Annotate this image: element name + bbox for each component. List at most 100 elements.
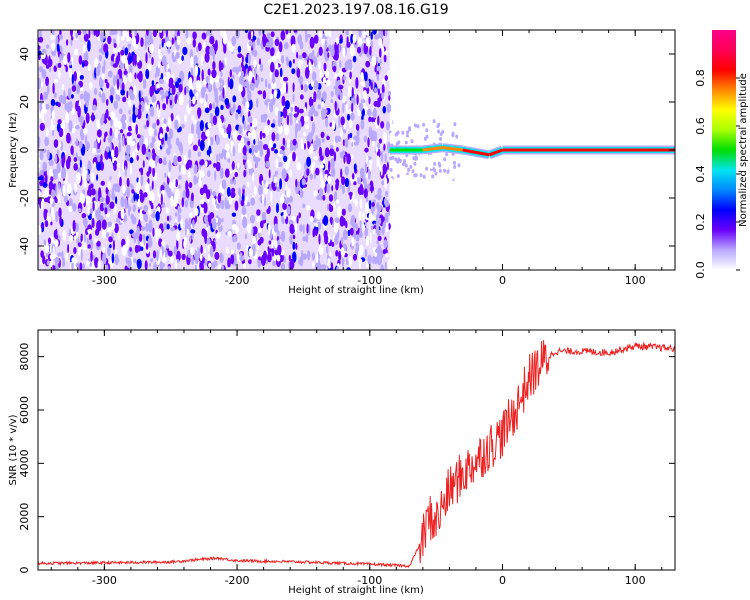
noise-cell [242, 216, 248, 229]
noise-cell [163, 156, 167, 165]
noise-cell [84, 233, 86, 243]
noise-cell [39, 122, 45, 131]
noise-cell [374, 194, 379, 199]
noise-cell [94, 57, 99, 69]
noise-cell [385, 253, 389, 258]
noise-cell [54, 154, 58, 164]
noise-cell [48, 237, 51, 245]
noise-cell [67, 52, 71, 63]
noise-cell [245, 233, 247, 240]
noise-cell [104, 132, 107, 140]
noise-cell [182, 46, 188, 56]
noise-cell [295, 123, 299, 133]
noise-cell [229, 69, 232, 78]
noise-cell [281, 168, 287, 180]
noise-cell [238, 84, 243, 93]
transition-cell [433, 161, 437, 166]
noise-cell [319, 164, 325, 169]
noise-cell [90, 188, 96, 196]
noise-cell [73, 48, 79, 56]
noise-cell [304, 106, 307, 113]
noise-cell [346, 36, 349, 46]
noise-cell [300, 84, 304, 91]
transition-cell [411, 161, 415, 166]
noise-cell [53, 92, 57, 98]
noise-cell [138, 90, 141, 103]
noise-cell [210, 153, 213, 158]
noise-cell [220, 199, 225, 210]
noise-cell [380, 121, 385, 129]
noise-cell [159, 133, 163, 140]
noise-cell [359, 183, 364, 193]
noise-cell [155, 155, 158, 167]
noise-cell [341, 208, 346, 216]
noise-cell [371, 202, 375, 207]
transition-cell [453, 160, 456, 165]
noise-cell [333, 151, 337, 162]
noise-cell [336, 206, 342, 217]
noise-cell [150, 258, 154, 263]
noise-cell [159, 78, 165, 85]
noise-cell [167, 265, 171, 270]
noise-cell [81, 213, 87, 219]
noise-cell [41, 244, 45, 249]
noise-cell [283, 155, 288, 163]
transition-cell [389, 177, 393, 182]
noise-cell [355, 77, 359, 89]
noise-cell [178, 164, 182, 172]
noise-cell [375, 213, 379, 225]
noise-cell [133, 191, 136, 202]
noise-cell [258, 184, 263, 196]
noise-cell [328, 160, 331, 172]
noise-cell [38, 36, 44, 43]
noise-cell [163, 118, 167, 125]
noise-cell [92, 147, 97, 154]
noise-cell [140, 37, 144, 48]
noise-cell [191, 233, 194, 240]
noise-cell [83, 50, 89, 63]
transition-cell [418, 120, 422, 124]
noise-cell [168, 77, 174, 86]
y-tick-label: 8000 [18, 343, 31, 371]
noise-cell [351, 102, 354, 113]
noise-cell [197, 108, 201, 119]
transition-cell [404, 169, 408, 174]
noise-cell [199, 98, 204, 104]
noise-cell [323, 215, 329, 226]
noise-cell [208, 262, 212, 268]
noise-cell [247, 53, 251, 65]
transition-cell [453, 164, 457, 169]
noise-cell [56, 162, 61, 174]
noise-cell [273, 143, 277, 149]
transition-cell [416, 124, 420, 129]
noise-cell [45, 127, 49, 137]
noise-cell [274, 240, 278, 249]
transition-cell [448, 166, 452, 171]
noise-cell [110, 86, 115, 97]
noise-cell [265, 181, 269, 188]
noise-cell [166, 95, 169, 105]
noise-cell [382, 131, 388, 144]
noise-cell [193, 164, 198, 175]
noise-cell [121, 55, 127, 64]
noise-cell [376, 66, 382, 72]
noise-cell [366, 108, 372, 116]
noise-cell [305, 235, 309, 243]
transition-cell [450, 118, 454, 122]
noise-cell [306, 223, 309, 234]
noise-cell [377, 115, 380, 126]
noise-cell [234, 171, 238, 178]
noise-cell [319, 155, 324, 161]
noise-cell [57, 69, 61, 79]
noise-cell [132, 258, 137, 263]
noise-cell [44, 220, 49, 228]
noise-cell [82, 263, 85, 269]
noise-cell [169, 99, 173, 106]
noise-cell [309, 36, 315, 49]
noise-cell [347, 229, 351, 236]
noise-cell [156, 119, 160, 126]
noise-cell [387, 210, 391, 216]
noise-cell [90, 183, 94, 189]
noise-cell [46, 149, 50, 160]
